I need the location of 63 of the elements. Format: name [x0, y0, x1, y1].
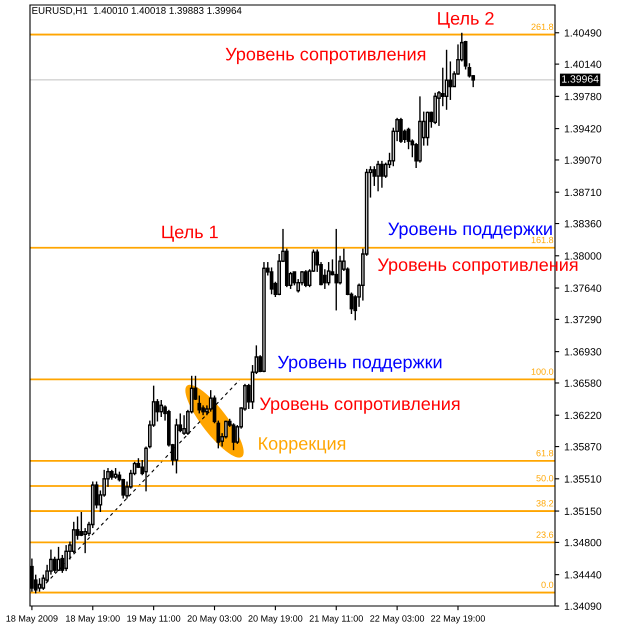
candlestick	[399, 117, 403, 144]
y-tick-label: 1.36220	[564, 412, 602, 420]
y-tick-label: 1.36580	[564, 379, 602, 387]
y-tick-label: 1.40140	[564, 60, 602, 68]
y-tick-label: 1.37290	[564, 316, 602, 324]
x-tick-label: 19 May 11:00	[127, 615, 180, 624]
candlestick	[232, 422, 236, 451]
annotation: 61.8	[536, 450, 554, 456]
y-tick-label: 1.38000	[564, 252, 602, 260]
y-tick-label: 1.39780	[564, 92, 602, 100]
candlestick	[380, 160, 384, 188]
x-tick-label: 18 May 19:00	[66, 615, 120, 624]
y-tick-label: 1.39070	[564, 156, 602, 164]
annotation: Уровень сопротивления	[260, 398, 460, 414]
annotation: 100.0	[532, 368, 554, 375]
annotation: Уровень сопротивления	[226, 48, 426, 64]
candlestick	[110, 469, 114, 480]
y-tick-label: 1.37640	[564, 284, 602, 292]
y-tick-label: 1.40490	[564, 29, 602, 37]
annotation: 23.6	[536, 531, 554, 538]
candlestick	[159, 399, 164, 418]
candlestick	[334, 228, 338, 312]
candlestick	[114, 467, 118, 480]
y-tick-label: 1.35150	[564, 508, 602, 515]
candlestick	[56, 546, 60, 572]
annotation: Уровень поддержки	[278, 356, 442, 372]
annotation: Цель 1	[162, 226, 218, 242]
x-tick-label: 21 May 11:00	[310, 615, 363, 624]
x-tick-label: 20 May 19:00	[248, 615, 302, 624]
y-tick-label: 1.34440	[564, 571, 602, 579]
x-tick-label: 18 May 2009	[6, 615, 58, 624]
chart-title: EURUSD,H1 1.40010 1.40018 1.39883 1.39964	[32, 7, 242, 16]
candlestick	[376, 160, 380, 192]
y-tick-label: 1.34800	[564, 538, 602, 546]
y-tick-label: 1.34090	[564, 602, 602, 610]
annotation: 261.8	[531, 24, 554, 30]
candlestick	[304, 269, 308, 288]
candlestick	[440, 67, 445, 107]
candlestick	[326, 261, 330, 286]
annotation: 38.2	[536, 500, 554, 506]
y-tick-label: 1.35870	[564, 443, 602, 450]
annotation: Цель 2	[438, 12, 494, 28]
y-tick-label: 1.35510	[564, 475, 602, 483]
y-tick-label: 1.39420	[564, 125, 602, 132]
y-tick-label: 1.38710	[564, 188, 602, 196]
annotation: 50.0	[536, 475, 554, 482]
y-tick-label: 1.38360	[564, 220, 602, 228]
candlestick	[38, 578, 42, 592]
x-tick-label: 20 May 03:00	[188, 615, 242, 624]
annotation: 161.8	[532, 236, 554, 244]
candlestick	[448, 60, 452, 101]
candlestick	[64, 544, 68, 572]
candlestick	[182, 414, 186, 436]
candlestick	[156, 398, 160, 422]
y-tick-label: 1.36930	[564, 348, 602, 356]
ref-line-label: 1.39964	[562, 75, 599, 83]
annotation: Коррекция	[259, 437, 346, 454]
x-tick-label: 22 May 03:00	[370, 615, 424, 624]
annotation: Уровень поддержки	[388, 222, 552, 239]
x-tick-label: 22 May 19:00	[431, 615, 485, 624]
candlestick	[52, 556, 57, 574]
annotation: 0.0	[541, 582, 554, 588]
candlestick	[444, 49, 448, 110]
